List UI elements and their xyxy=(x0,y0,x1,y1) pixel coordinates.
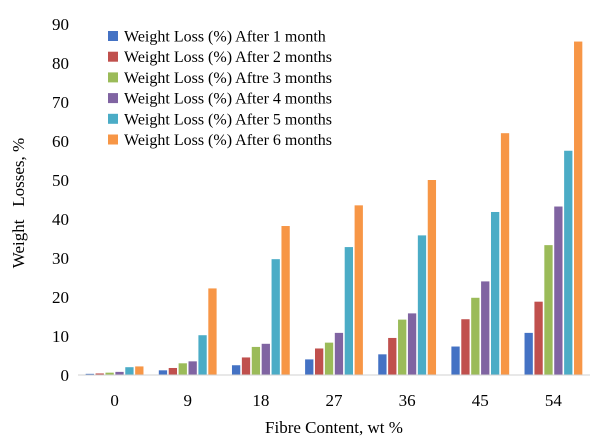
y-tick-label: 30 xyxy=(52,249,69,268)
bar-s5-27 xyxy=(344,247,353,375)
legend-swatch-s4 xyxy=(108,93,118,104)
bar-s2-36 xyxy=(388,337,397,375)
bar-s5-18 xyxy=(271,259,280,375)
y-tick-label: 10 xyxy=(52,327,69,346)
bar-s2-0 xyxy=(95,373,104,375)
legend-label-s2: Weight Loss (%) After 2 months xyxy=(124,49,332,66)
y-tick-label: 90 xyxy=(52,15,69,34)
bar-s6-27 xyxy=(354,205,363,375)
bar-s3-18 xyxy=(251,346,261,375)
legend-swatch-s6 xyxy=(108,134,118,145)
y-tick-label: 80 xyxy=(52,54,69,73)
bar-s5-0 xyxy=(125,367,134,375)
bar-s4-54 xyxy=(554,206,563,375)
y-axis-title: Weight Losses, % xyxy=(9,138,28,268)
bar-s4-9 xyxy=(188,361,197,375)
y-tick-label: 0 xyxy=(61,366,70,385)
y-tick-label: 70 xyxy=(52,93,69,112)
x-tick-label: 18 xyxy=(252,391,269,410)
legend-swatch-s3 xyxy=(108,72,118,83)
x-tick-label: 45 xyxy=(472,391,489,410)
bar-s4-18 xyxy=(261,343,270,375)
bar-s3-27 xyxy=(324,342,334,375)
bar-s2-45 xyxy=(461,319,470,375)
legend-label-s5: Weight Loss (%) After 5 months xyxy=(124,111,332,128)
bar-s3-0 xyxy=(105,372,114,375)
bar-s5-36 xyxy=(417,235,427,375)
bar-s3-54 xyxy=(544,245,553,375)
x-axis-title: Fibre Content, wt % xyxy=(265,418,403,437)
bar-s3-36 xyxy=(398,319,407,375)
bar-s2-18 xyxy=(241,357,251,375)
x-tick-label: 27 xyxy=(326,391,344,410)
y-tick-labels: 0 10 20 30 40 50 60 70 80 90 xyxy=(52,15,69,385)
bar-s3-9 xyxy=(178,363,187,375)
legend-label-s6: Weight Loss (%) After 6 months xyxy=(124,132,332,149)
bar-s1-54 xyxy=(524,332,533,375)
bar-s4-0 xyxy=(115,371,124,375)
bar-s1-45 xyxy=(451,346,460,375)
x-tick-label: 9 xyxy=(183,391,192,410)
bar-s1-9 xyxy=(158,370,168,375)
bar-s6-45 xyxy=(500,133,510,375)
legend-label-s4: Weight Loss (%) After 4 months xyxy=(124,91,332,108)
bar-s5-54 xyxy=(564,150,573,375)
bar-s2-54 xyxy=(534,301,543,375)
bar-s5-9 xyxy=(198,335,207,375)
bar-s1-36 xyxy=(378,354,387,375)
bar-s6-18 xyxy=(281,226,290,375)
bar-s5-45 xyxy=(490,211,500,375)
legend: Weight Loss (%) After 1 month Weight Loss… xyxy=(108,29,332,149)
bar-s4-45 xyxy=(481,281,490,375)
bar-s3-45 xyxy=(471,297,480,375)
legend-swatch-s5 xyxy=(108,113,118,124)
bar-s6-54 xyxy=(574,41,583,376)
bar-s4-27 xyxy=(334,332,344,375)
y-tick-label: 20 xyxy=(52,288,69,307)
bars-layer xyxy=(85,41,583,376)
bar-s1-0 xyxy=(85,373,94,375)
x-tick-label: 36 xyxy=(399,391,416,410)
y-tick-label: 40 xyxy=(52,210,69,229)
legend-swatch-s2 xyxy=(108,51,118,62)
bar-s6-9 xyxy=(208,288,217,375)
bar-s1-18 xyxy=(231,365,241,375)
bar-s6-0 xyxy=(135,366,144,375)
bar-s4-36 xyxy=(407,313,417,375)
legend-swatch-s1 xyxy=(108,31,118,41)
bar-s2-27 xyxy=(315,348,324,375)
bar-s1-27 xyxy=(305,359,314,375)
legend-label-s1: Weight Loss (%) After 1 month xyxy=(124,29,326,46)
x-tick-labels: 0 9 18 27 36 45 54 xyxy=(110,391,562,410)
y-tick-label: 60 xyxy=(52,132,69,151)
x-tick-label: 54 xyxy=(545,391,563,410)
legend-label-s3: Weight Loss (%) Aftre 3 months xyxy=(124,70,332,87)
y-tick-label: 50 xyxy=(52,171,69,190)
bar-s6-36 xyxy=(427,180,437,375)
x-tick-label: 0 xyxy=(110,391,119,410)
bar-s2-9 xyxy=(168,367,178,375)
